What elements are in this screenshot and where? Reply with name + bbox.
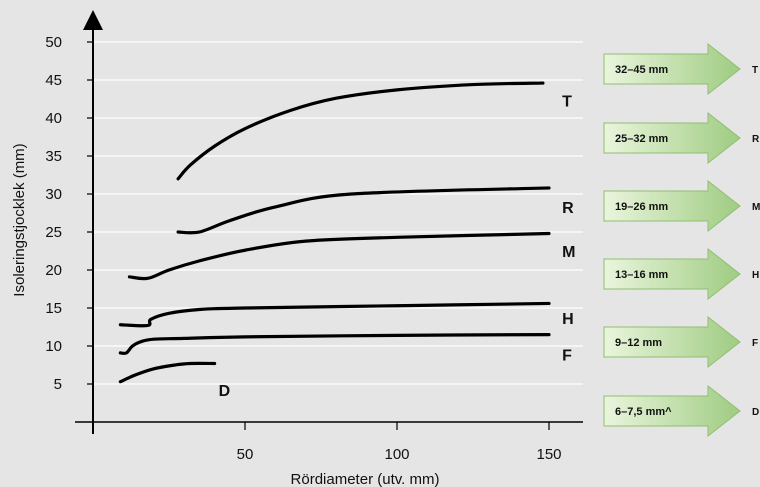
arrow-range-label: 32–45 mm [615, 64, 668, 76]
y-tick-label: 40 [45, 110, 62, 127]
range-arrow: 13–16 mm H [603, 247, 759, 301]
y-tick-label: 35 [45, 148, 62, 165]
range-arrow: 9–12 mm F [603, 315, 758, 369]
arrow-code-label: F [752, 338, 758, 349]
range-arrow: 19–26 mm M [603, 179, 760, 233]
range-arrow: 32–45 mm T [603, 42, 758, 96]
arrow-range-label: 19–26 mm [615, 201, 668, 213]
series-line-h [118, 301, 551, 328]
arrow-code-label: D [752, 407, 759, 418]
y-tick-label: 45 [45, 72, 62, 89]
arrow-code-label: R [752, 134, 760, 145]
series-line-d [118, 361, 217, 384]
x-axis-title: Rördiameter (utv. mm) [291, 471, 440, 487]
arrow-shape [603, 42, 741, 96]
arrow-shape [603, 111, 741, 165]
arrow-shape [603, 179, 741, 233]
arrow-shape [603, 315, 741, 369]
series-label-h: H [562, 311, 574, 328]
y-tick-label: 15 [45, 300, 62, 317]
range-arrows: 32–45 mm T 25–32 mm R 19–26 mm M 13–16 mm H 9–12… [603, 42, 760, 438]
y-tick-label: 25 [45, 224, 62, 241]
x-tick-label: 100 [384, 446, 409, 463]
y-axis-title: Isoleringstjocklek (mm) [11, 143, 28, 296]
y-tick-label: 50 [45, 34, 62, 51]
series-label-d: D [219, 383, 231, 400]
series-labels: D F H M R T [219, 94, 576, 401]
series-label-m: M [562, 244, 575, 261]
arrow-range-label: 25–32 mm [615, 133, 668, 145]
series-label-r: R [562, 200, 574, 217]
axes: 5 10 15 20 25 30 35 40 45 50 50 100 150 [45, 10, 583, 463]
series-line-t [176, 81, 545, 181]
y-tick-label: 10 [45, 338, 62, 355]
x-tick-label: 150 [536, 446, 561, 463]
arrow-range-label: 6–7,5 mm^ [615, 406, 672, 418]
range-arrow: 25–32 mm R [603, 111, 760, 165]
y-tick-label: 30 [45, 186, 62, 203]
range-arrow: 6–7,5 mm^ D [603, 384, 759, 438]
arrow-range-label: 13–16 mm [615, 269, 668, 281]
arrow-code-label: H [752, 270, 759, 281]
series-line-m [127, 231, 551, 281]
arrow-code-label: M [752, 202, 760, 213]
series-label-t: T [562, 94, 572, 111]
arrow-shape [603, 384, 741, 438]
gridlines [93, 41, 583, 385]
x-tick-label: 50 [237, 446, 254, 463]
series-lines [118, 81, 551, 384]
series-line-r [176, 186, 551, 235]
series-line-f [118, 333, 551, 355]
y-tick-label: 5 [54, 376, 62, 393]
arrow-shape [603, 247, 741, 301]
series-label-f: F [562, 347, 572, 364]
arrow-range-label: 9–12 mm [615, 337, 662, 349]
arrow-code-label: T [752, 65, 758, 76]
y-tick-label: 20 [45, 262, 62, 279]
